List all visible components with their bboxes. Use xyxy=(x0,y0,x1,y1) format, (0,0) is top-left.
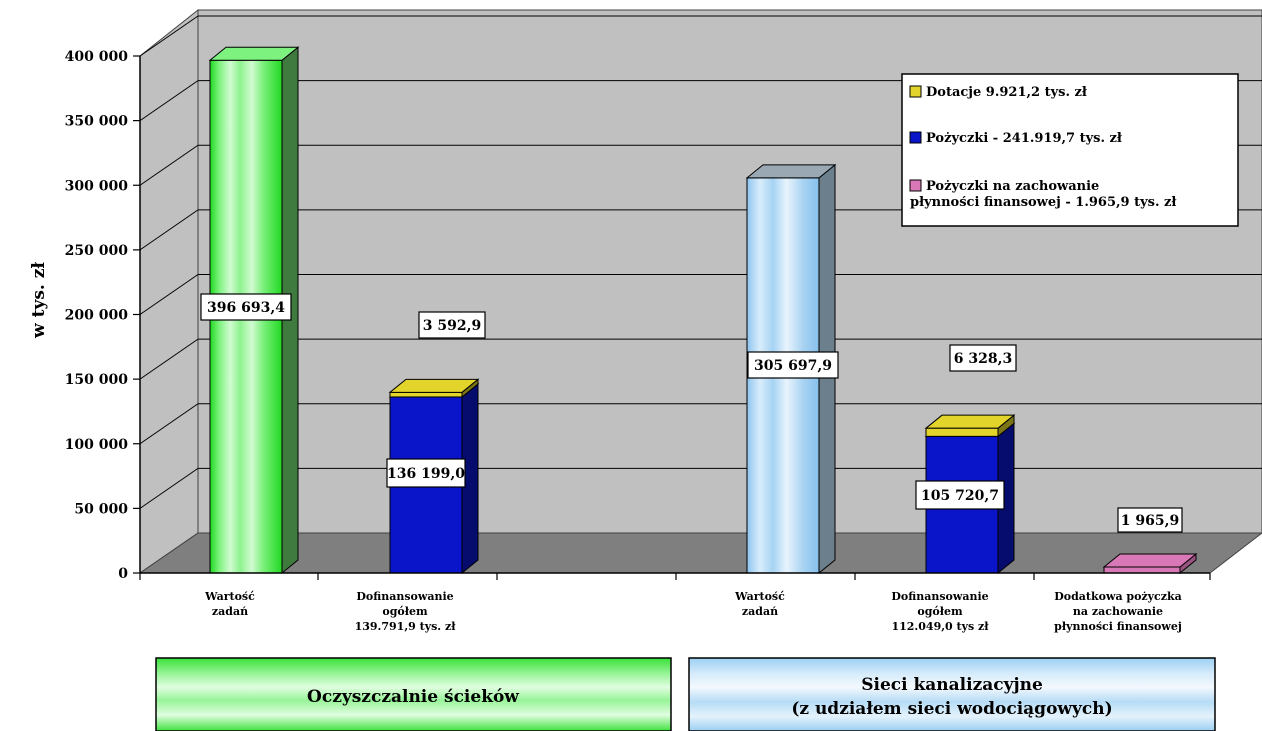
category-label-line: Dofinansowanie xyxy=(891,590,988,603)
bar-4-seg-0 xyxy=(1102,552,1198,575)
y-tick-label: 100 000 xyxy=(65,437,129,453)
data-label-1-0-text: 136 199,0 xyxy=(387,466,465,482)
legend-label-line: Dotacje 9.921,2 tys. zł xyxy=(926,85,1088,100)
data-label-4-0-text: 1 965,9 xyxy=(1121,513,1179,529)
y-tick-label: 150 000 xyxy=(65,372,129,388)
bar-0-top xyxy=(208,46,300,61)
group-label-oczyszczalnie: Oczyszczalnie ścieków xyxy=(307,687,519,707)
data-label-4-0: 1 965,9 xyxy=(1117,507,1183,533)
data-label-3-1-text: 6 328,3 xyxy=(954,351,1012,367)
category-label-line: Wartość xyxy=(204,590,255,603)
legend: Dotacje 9.921,2 tys. zł Pożyczki - 241.91… xyxy=(901,73,1239,227)
data-label-1-1-box xyxy=(418,311,486,339)
data-label-0-box xyxy=(200,293,292,321)
data-label-1-0: 136 199,0 xyxy=(386,458,466,488)
category-labels: Wartość zadań Dofinansowanie ogółem 139.791,… xyxy=(139,572,1211,633)
data-label-3-0: 105 720,7 xyxy=(915,480,1005,510)
legend-label-line: Pożyczki na zachowanie xyxy=(926,179,1099,194)
data-label-0-text: 396 693,4 xyxy=(207,300,285,316)
gridline-diagonal xyxy=(139,274,199,315)
legend-swatch-0 xyxy=(909,85,922,98)
bars: 396 693,4 136 199,0 3 592,9 305 697,9 105 72… xyxy=(200,46,1198,575)
category-label-0: Wartość zadań xyxy=(204,590,255,618)
bar-1-seg-1-front xyxy=(389,391,463,398)
gridline-diagonal xyxy=(139,403,199,445)
y-axis: 0 50 000 100 000 150 000 200 000 250 000 300 0… xyxy=(65,49,141,582)
category-label-line: na zachowanie xyxy=(1073,605,1163,618)
legend-label-line: płynności finansowej - 1.965,9 tys. zł xyxy=(910,195,1177,210)
bar-3-seg-1 xyxy=(924,414,1016,438)
y-axis-label: w tys. zł xyxy=(29,262,49,339)
data-label-2: 305 697,9 xyxy=(747,351,839,379)
legend-label-2: Pożyczki na zachowanie płynności finansow… xyxy=(910,179,1177,210)
category-label-line: ogółem xyxy=(382,605,428,618)
data-label-1-1-text: 3 592,9 xyxy=(423,318,481,334)
gridline-diagonal xyxy=(139,144,199,186)
category-label-2: Wartość zadań xyxy=(734,590,785,618)
data-label-3-1-box xyxy=(949,344,1017,372)
bar-1-seg-1-top xyxy=(388,378,480,393)
group-label-line: (z udziałem sieci wodociągowych) xyxy=(791,699,1112,719)
y-tick-label: 400 000 xyxy=(65,49,129,65)
legend-swatch-1 xyxy=(909,131,922,144)
data-label-3-1: 6 328,3 xyxy=(949,344,1017,372)
data-label-3-0-box xyxy=(915,480,1005,510)
bar-2-top xyxy=(745,164,837,179)
y-tick-label: 200 000 xyxy=(65,308,129,324)
category-label-line: płynności finansowej xyxy=(1054,620,1182,633)
gridline-diagonal xyxy=(139,209,199,251)
gridline-diagonal xyxy=(139,80,199,122)
category-label-line: 139.791,9 tys. zł xyxy=(355,620,457,633)
category-label-line: 112.049,0 tys zł xyxy=(891,620,989,633)
gridline-diagonal xyxy=(139,15,199,57)
data-label-1-1: 3 592,9 xyxy=(418,311,486,339)
data-label-1-0-box xyxy=(386,458,466,488)
category-label-line: Dodatkowa pożyczka xyxy=(1054,590,1182,603)
category-label-line: Wartość xyxy=(734,590,785,603)
category-label-4: Dodatkowa pożyczka na zachowanie płynności… xyxy=(1054,590,1182,633)
data-label-3-0-text: 105 720,7 xyxy=(921,488,999,504)
group-box-sieci: Sieci kanalizacyjne (z udziałem sieci wod… xyxy=(688,657,1216,731)
group-box-oczyszczalnie: Oczyszczalnie ścieków xyxy=(155,657,672,731)
legend-label-0: Dotacje 9.921,2 tys. zł xyxy=(926,85,1088,100)
data-label-4-0-box xyxy=(1117,507,1183,533)
category-label-line: zadań xyxy=(212,605,248,618)
gridlines xyxy=(139,15,1262,509)
y-tick-label: 300 000 xyxy=(65,178,129,194)
gridline-diagonal xyxy=(139,467,199,509)
data-label-2-text: 305 697,9 xyxy=(754,358,832,374)
chart-floor xyxy=(138,532,1262,574)
category-label-line: ogółem xyxy=(917,605,963,618)
group-label-sieci: Sieci kanalizacyjne (z udziałem sieci wod… xyxy=(791,675,1112,719)
bar-4-seg-0-front xyxy=(1103,566,1181,574)
category-label-1: Dofinansowanie ogółem 139.791,9 tys. zł xyxy=(355,590,457,633)
category-label-3: Dofinansowanie ogółem 112.049,0 tys zł xyxy=(891,590,989,633)
data-label-2-box xyxy=(747,351,839,379)
y-tick-label: 350 000 xyxy=(65,114,129,130)
category-label-line: zadań xyxy=(742,605,778,618)
gridline-diagonal xyxy=(139,338,199,380)
legend-swatch-2 xyxy=(909,179,922,192)
bar-4-seg-0-top xyxy=(1102,553,1198,568)
data-label-0: 396 693,4 xyxy=(200,293,292,321)
legend-label-1: Pożyczki - 241.919,7 tys. zł xyxy=(926,131,1123,146)
bar-3-seg-1-front xyxy=(925,427,999,437)
y-tick-label: 250 000 xyxy=(65,243,129,259)
bar-1-seg-1 xyxy=(388,378,480,399)
category-label-line: Dofinansowanie xyxy=(356,590,453,603)
bar-3-seg-1-top xyxy=(924,414,1016,429)
group-label-line: Sieci kanalizacyjne xyxy=(861,675,1043,695)
y-tick-label: 0 xyxy=(118,566,128,582)
legend-label-line: Pożyczki - 241.919,7 tys. zł xyxy=(926,131,1123,146)
y-tick-label: 50 000 xyxy=(74,501,128,517)
